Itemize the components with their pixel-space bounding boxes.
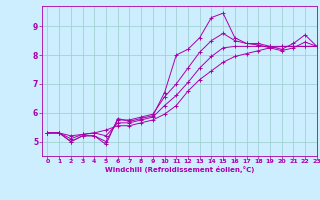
X-axis label: Windchill (Refroidissement éolien,°C): Windchill (Refroidissement éolien,°C) — [105, 166, 254, 173]
